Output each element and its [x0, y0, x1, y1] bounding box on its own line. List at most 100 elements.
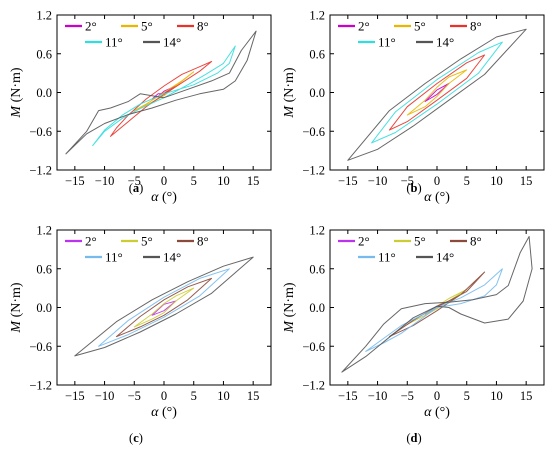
x-axis-label: α (°): [424, 190, 450, 205]
y-tick-label: 1.2: [36, 9, 52, 23]
x-axis-unit: (°): [158, 190, 177, 205]
x-axis-label: α (°): [424, 405, 450, 420]
y-tick-label: 0.0: [36, 301, 52, 315]
x-tick-label: −15: [338, 174, 358, 188]
panel-caption: (c): [129, 431, 143, 445]
x-axis-label: α (°): [151, 190, 177, 205]
y-tick-label: 0.0: [309, 86, 325, 100]
x-tick-label: 0: [161, 389, 167, 403]
legend-label-0: 2°: [358, 234, 370, 249]
series-curve-4: [341, 236, 533, 373]
y-axis-symbol: M: [9, 320, 24, 334]
y-axis-unit: (N·m): [282, 282, 297, 321]
panel-caption: (d): [406, 431, 421, 445]
x-tick-label: 0: [434, 174, 440, 188]
legend-label-4: 14°: [436, 250, 454, 265]
x-axis-symbol: α: [151, 405, 159, 420]
series-curve-2: [388, 271, 486, 338]
y-axis-label: M (N·m): [9, 282, 24, 333]
y-tick-label: 0.0: [36, 86, 52, 100]
legend-label-2: 8°: [197, 234, 209, 249]
series-curve-3: [365, 268, 503, 352]
panel-c: −15 −10 −5 0 5 10 15 −1.2 −0.6 0.0 0.6 1.2 α (°) M (N…: [9, 224, 272, 445]
legend-label-0: 2°: [358, 19, 370, 34]
x-axis-label: α (°): [151, 405, 177, 420]
x-axis-unit: (°): [158, 405, 177, 420]
series-group: [65, 30, 257, 155]
legend: 2° 5° 8° 11° 14°: [65, 19, 209, 50]
x-tick-label: −5: [128, 389, 141, 403]
panel-caption: (b): [406, 181, 421, 195]
y-tick-label: −0.6: [29, 340, 52, 354]
legend-label-1: 5°: [414, 19, 426, 34]
x-tick-label: 15: [520, 389, 533, 403]
y-axis-label: M (N·m): [282, 282, 297, 333]
y-tick-label: −1.2: [29, 164, 52, 178]
y-tick-label: −1.2: [302, 379, 325, 393]
x-tick-label: 10: [490, 174, 503, 188]
y-axis-symbol: M: [9, 105, 24, 119]
y-tick-label: −0.6: [302, 125, 325, 139]
series-curve-2: [115, 277, 213, 338]
series-curve-1: [406, 69, 468, 116]
series-curve-4: [65, 30, 257, 155]
y-axis-symbol: M: [282, 105, 297, 119]
x-tick-label: −15: [338, 389, 358, 403]
x-axis-unit: (°): [431, 190, 450, 205]
panel-d: −15 −10 −5 0 5 10 15 −1.2 −0.6 0.0 0.6 1.2 α (°) M (N…: [282, 224, 545, 445]
series-curve-3: [98, 268, 230, 347]
x-tick-label: 15: [520, 174, 533, 188]
y-tick-label: −1.2: [302, 164, 325, 178]
y-axis-label: M (N·m): [9, 67, 24, 118]
legend-label-0: 2°: [85, 234, 97, 249]
x-tick-label: −5: [401, 389, 414, 403]
series-curve-4: [74, 256, 254, 357]
legend-label-1: 5°: [414, 234, 426, 249]
series-group: [347, 28, 527, 161]
y-tick-label: 0.6: [36, 47, 52, 61]
x-axis-symbol: α: [424, 405, 432, 420]
y-tick-label: 1.2: [36, 224, 52, 238]
series-curve-2: [388, 54, 486, 131]
x-tick-label: 10: [217, 174, 230, 188]
y-tick-label: 1.2: [309, 9, 325, 23]
x-axis-symbol: α: [151, 190, 159, 205]
x-tick-label: −10: [368, 389, 388, 403]
y-axis-label: M (N·m): [282, 67, 297, 118]
y-axis-symbol: M: [282, 320, 297, 334]
series-group: [74, 256, 254, 357]
x-tick-label: −10: [95, 174, 115, 188]
legend-label-3: 11°: [105, 35, 123, 50]
x-axis-symbol: α: [424, 190, 432, 205]
x-tick-label: 15: [247, 174, 260, 188]
y-tick-label: 1.2: [309, 224, 325, 238]
x-tick-label: 10: [490, 389, 503, 403]
legend-label-1: 5°: [141, 19, 153, 34]
y-tick-label: 0.6: [36, 262, 52, 276]
series-group: [341, 236, 533, 373]
x-tick-label: −5: [128, 174, 141, 188]
y-axis-unit: (N·m): [9, 282, 24, 321]
x-tick-label: 5: [464, 389, 470, 403]
series-curve-3: [92, 45, 236, 146]
legend-label-0: 2°: [85, 19, 97, 34]
y-tick-label: −1.2: [29, 379, 52, 393]
legend-label-1: 5°: [141, 234, 153, 249]
panel-b: −15 −10 −5 0 5 10 15 −1.2 −0.6 0.0 0.6 1.2 α (°) M (N…: [282, 9, 545, 205]
x-tick-label: −10: [368, 174, 388, 188]
x-tick-label: 5: [191, 174, 197, 188]
x-tick-label: 15: [247, 389, 260, 403]
y-tick-label: 0.6: [309, 262, 325, 276]
x-tick-label: −15: [65, 389, 85, 403]
x-tick-label: 5: [464, 174, 470, 188]
legend-label-3: 11°: [378, 250, 396, 265]
series-curve-1: [133, 287, 195, 328]
legend-label-2: 8°: [197, 19, 209, 34]
y-tick-label: −0.6: [302, 340, 325, 354]
x-tick-label: 0: [434, 389, 440, 403]
panel-caption: (a): [129, 181, 144, 195]
x-tick-label: 5: [191, 389, 197, 403]
legend-label-4: 14°: [163, 250, 181, 265]
y-tick-label: 0.0: [309, 301, 325, 315]
